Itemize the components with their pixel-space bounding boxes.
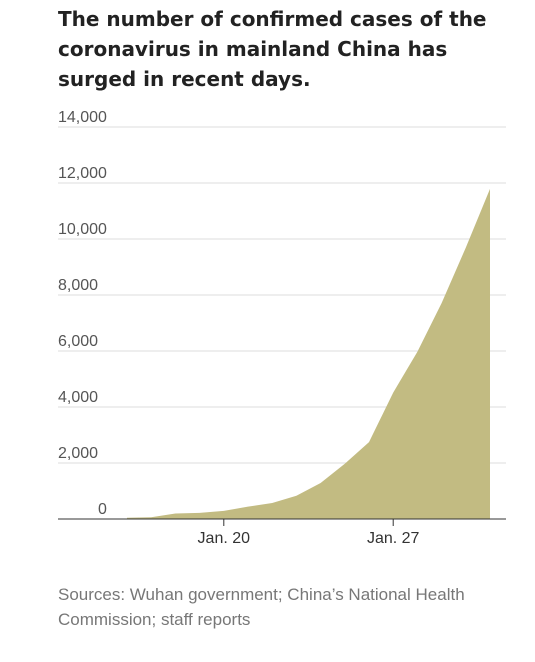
y-tick-label: 8,000: [58, 277, 98, 294]
y-tick-label: 12,000: [58, 165, 107, 182]
y-tick-label: 6,000: [58, 333, 98, 350]
y-tick-label: 2,000: [58, 445, 98, 462]
source-note: Sources: Wuhan government; China’s Natio…: [58, 585, 465, 629]
x-tick-label: Jan. 20: [198, 530, 251, 547]
chart-title: The number of confirmed cases of the cor…: [58, 7, 487, 91]
y-tick-label: 0: [98, 501, 107, 518]
confirmed-cases-area: [127, 188, 490, 519]
y-tick-label: 14,000: [58, 109, 107, 126]
y-tick-label: 4,000: [58, 389, 98, 406]
y-tick-labels: 0 2,000 4,000 6,000 8,000 10,000 12,000 14,000: [58, 109, 107, 518]
x-ticks: Jan. 20 Jan. 27: [198, 519, 420, 547]
y-tick-label: 10,000: [58, 221, 107, 238]
x-tick-label: Jan. 27: [367, 530, 420, 547]
